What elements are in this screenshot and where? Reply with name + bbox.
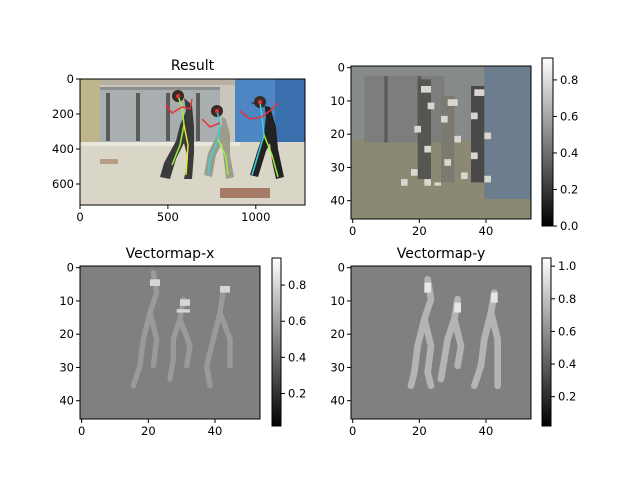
colorbar-tick-label: 0.8	[560, 73, 578, 87]
y-tick-label: 10	[59, 294, 74, 308]
colorbar-tick-label: 1.0	[558, 259, 576, 273]
vectormap-x-ticks: 0 20 40 0 10 20 30 40	[59, 261, 222, 438]
y-tick-label: 30	[330, 160, 345, 174]
y-tick-label: 40	[59, 394, 74, 408]
heatmap-ticks: 0 20 40 0 10 20 30 40	[330, 61, 493, 238]
y-tick-label: 10	[330, 294, 345, 308]
vectormap-y-colorbar	[541, 257, 552, 427]
x-tick-label: 0	[78, 424, 85, 438]
colorbar-tick-label: 0.2	[288, 386, 306, 400]
y-tick-label: 600	[52, 177, 74, 191]
y-tick-label: 20	[59, 327, 74, 341]
vectormap-x-colorbar-ticks: 0.2 0.4 0.6 0.8	[281, 278, 306, 400]
colorbar-tick-label: 0.2	[558, 390, 576, 404]
y-tick-label: 20	[330, 327, 345, 341]
colorbar-tick-label: 0.4	[288, 350, 306, 364]
result-axes-frame	[79, 78, 306, 206]
result-ticks: 0 500 1000 0 200 400 600	[52, 72, 270, 224]
y-tick-label: 30	[330, 360, 345, 374]
colorbar-tick-label: 0.2	[560, 182, 578, 196]
x-tick-label: 20	[141, 424, 156, 438]
colorbar-tick-label: 0.4	[560, 146, 578, 160]
y-tick-label: 40	[330, 194, 345, 208]
x-tick-label: 0	[349, 224, 356, 238]
x-tick-label: 40	[479, 224, 494, 238]
colorbar-tick-label: 0.6	[288, 314, 306, 328]
panel-heatmap: 0 20 40 0 10 20 30 40 0.0 0.2 0.4 0.6 0.8	[330, 57, 578, 238]
x-tick-label: 1000	[241, 210, 270, 224]
colorbar-tick-label: 0.6	[558, 324, 576, 338]
vectormap-y-ticks: 0 20 40 0 10 20 30 40	[330, 261, 493, 438]
vectormap-x-colorbar	[271, 257, 282, 427]
vectormap-y-colorbar-ticks: 0.2 0.4 0.6 0.8 1.0	[551, 259, 576, 404]
y-tick-label: 200	[52, 107, 74, 121]
x-tick-label: 40	[479, 424, 494, 438]
x-tick-label: 0	[349, 424, 356, 438]
panel-vectormap-x: Vectormap-x 0 20 40 0 10 20 30 40 0.2 0.4 0.6 0.8	[59, 246, 306, 438]
y-tick-label: 0	[338, 261, 345, 275]
vectormap-x-title: Vectormap-x	[126, 246, 215, 262]
y-tick-label: 400	[52, 142, 74, 156]
vectormap-y-axes-frame	[350, 265, 532, 420]
vectormap-x-axes-frame	[79, 265, 261, 420]
heatmap-colorbar	[541, 57, 554, 227]
heatmap-axes-frame	[350, 65, 532, 220]
y-tick-label: 0	[338, 61, 345, 75]
result-image	[80, 79, 305, 205]
dancer-1	[160, 89, 194, 179]
colorbar-tick-label: 0.4	[558, 357, 576, 371]
panel-vectormap-y: Vectormap-y 0 20 40 0 10 20 30 40 0.2 0.4 0.6 0.8 1…	[330, 246, 576, 438]
colorbar-tick-label: 0.0	[560, 219, 578, 233]
x-tick-label: 20	[412, 424, 427, 438]
panel-result: Result	[52, 58, 306, 224]
dancer-3	[239, 96, 284, 179]
vectormap-x-image	[80, 266, 260, 419]
result-title: Result	[171, 58, 215, 74]
colorbar-tick-label: 0.6	[560, 109, 578, 123]
x-tick-label: 500	[157, 210, 179, 224]
dancer-2	[201, 105, 234, 179]
y-tick-label: 40	[330, 394, 345, 408]
vectormap-y-title: Vectormap-y	[397, 246, 486, 262]
vectormap-y-image	[351, 266, 531, 419]
y-tick-label: 0	[67, 261, 74, 275]
x-tick-label: 20	[412, 224, 427, 238]
y-tick-label: 30	[59, 360, 74, 374]
y-tick-label: 0	[67, 72, 74, 86]
y-tick-label: 20	[330, 127, 345, 141]
x-tick-label: 0	[76, 210, 83, 224]
y-tick-label: 10	[330, 94, 345, 108]
x-tick-label: 40	[208, 424, 223, 438]
heatmap-image	[351, 66, 531, 219]
colorbar-tick-label: 0.8	[558, 292, 576, 306]
colorbar-tick-label: 0.8	[288, 278, 306, 292]
heatmap-colorbar-ticks: 0.0 0.2 0.4 0.6 0.8	[553, 73, 578, 233]
